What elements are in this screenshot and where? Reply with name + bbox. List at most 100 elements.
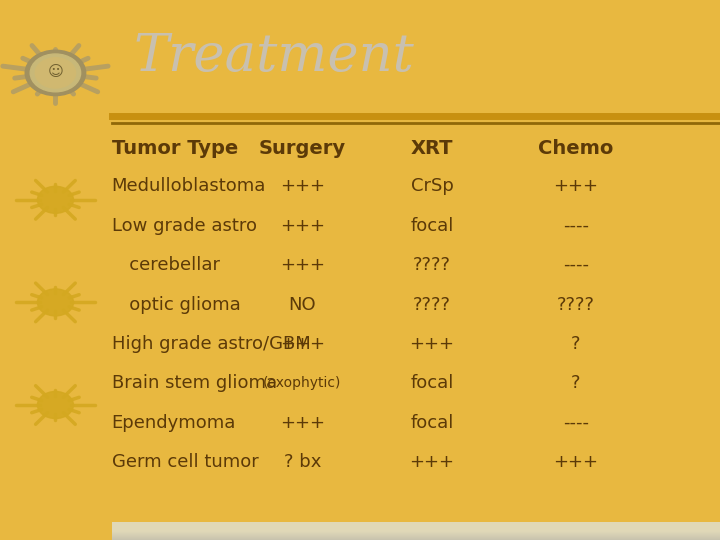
Bar — [112, 523, 720, 532]
Bar — [112, 524, 720, 532]
Text: High grade astro/GBM: High grade astro/GBM — [112, 335, 310, 353]
Bar — [112, 522, 720, 531]
Bar — [112, 528, 720, 536]
Circle shape — [30, 54, 81, 92]
Bar — [112, 524, 720, 534]
Text: (exophytic): (exophytic) — [264, 376, 341, 390]
Bar — [112, 530, 720, 539]
Text: ????: ???? — [413, 256, 451, 274]
Bar — [112, 524, 720, 534]
Bar — [112, 523, 720, 532]
Text: ? bx: ? bx — [284, 453, 321, 471]
Bar — [112, 528, 720, 537]
Text: CrSp: CrSp — [410, 177, 454, 195]
Text: ????: ???? — [413, 295, 451, 314]
Bar — [112, 523, 720, 531]
Bar — [112, 530, 720, 538]
Bar — [112, 528, 720, 537]
Bar — [112, 523, 720, 532]
Bar — [112, 526, 720, 535]
Text: ----: ---- — [563, 217, 589, 235]
Text: ?: ? — [571, 374, 581, 393]
Bar — [112, 528, 720, 537]
Text: +++: +++ — [410, 453, 454, 471]
Bar — [112, 531, 720, 540]
Text: +++: +++ — [280, 177, 325, 195]
Circle shape — [37, 392, 73, 418]
Bar — [112, 523, 720, 532]
Bar — [112, 530, 720, 539]
Text: focal: focal — [410, 374, 454, 393]
Bar — [112, 525, 720, 534]
Bar — [112, 525, 720, 535]
Text: ----: ---- — [563, 414, 589, 432]
Bar — [112, 528, 720, 537]
Text: +++: +++ — [280, 256, 325, 274]
Bar — [112, 526, 720, 535]
Text: Chemo: Chemo — [539, 139, 613, 158]
Text: Medulloblastoma: Medulloblastoma — [112, 177, 266, 195]
Bar — [112, 522, 720, 531]
Bar — [112, 524, 720, 533]
Text: Surgery: Surgery — [258, 139, 346, 158]
Bar — [112, 525, 720, 534]
Text: focal: focal — [410, 217, 454, 235]
Text: +++: +++ — [280, 335, 325, 353]
Bar — [112, 525, 720, 534]
Bar — [112, 527, 720, 536]
Circle shape — [25, 50, 86, 96]
Bar — [112, 523, 720, 531]
Bar — [112, 529, 720, 538]
Text: +++: +++ — [554, 453, 598, 471]
Bar — [112, 531, 720, 540]
Bar — [112, 526, 720, 536]
Text: cerebellar: cerebellar — [112, 256, 220, 274]
Text: Low grade astro: Low grade astro — [112, 217, 256, 235]
Bar — [112, 530, 720, 539]
Bar — [112, 529, 720, 538]
Bar — [112, 528, 720, 537]
Text: +++: +++ — [280, 414, 325, 432]
Text: +++: +++ — [280, 217, 325, 235]
Text: +++: +++ — [410, 335, 454, 353]
Bar — [112, 529, 720, 538]
Bar — [112, 530, 720, 539]
Bar — [112, 525, 720, 534]
Bar — [112, 524, 720, 533]
Circle shape — [35, 58, 76, 88]
Bar — [0, 0, 112, 540]
Bar — [112, 531, 720, 539]
Bar — [112, 526, 720, 535]
Bar — [112, 525, 720, 535]
Text: ----: ---- — [563, 256, 589, 274]
Bar — [112, 530, 720, 539]
Bar — [112, 528, 720, 537]
Bar — [112, 527, 720, 536]
Bar — [112, 523, 720, 532]
Bar — [112, 529, 720, 537]
Bar — [112, 529, 720, 538]
Text: +++: +++ — [554, 177, 598, 195]
Bar — [112, 524, 720, 533]
Circle shape — [37, 186, 73, 213]
Text: optic glioma: optic glioma — [112, 295, 240, 314]
Bar — [112, 526, 720, 535]
Text: NO: NO — [289, 295, 316, 314]
Bar — [112, 530, 720, 539]
Text: Germ cell tumor: Germ cell tumor — [112, 453, 258, 471]
Text: Brain stem glioma: Brain stem glioma — [112, 374, 276, 393]
Bar — [112, 526, 720, 536]
Text: ????: ???? — [557, 295, 595, 314]
Text: Ependymoma: Ependymoma — [112, 414, 236, 432]
Text: ☺: ☺ — [48, 64, 63, 79]
Bar — [112, 525, 720, 534]
Circle shape — [37, 289, 73, 316]
Bar — [112, 524, 720, 534]
Bar — [112, 529, 720, 538]
Bar — [112, 527, 720, 536]
Text: Tumor Type: Tumor Type — [112, 139, 238, 158]
Bar — [112, 526, 720, 535]
Text: XRT: XRT — [410, 139, 454, 158]
Bar — [112, 529, 720, 538]
Text: focal: focal — [410, 414, 454, 432]
